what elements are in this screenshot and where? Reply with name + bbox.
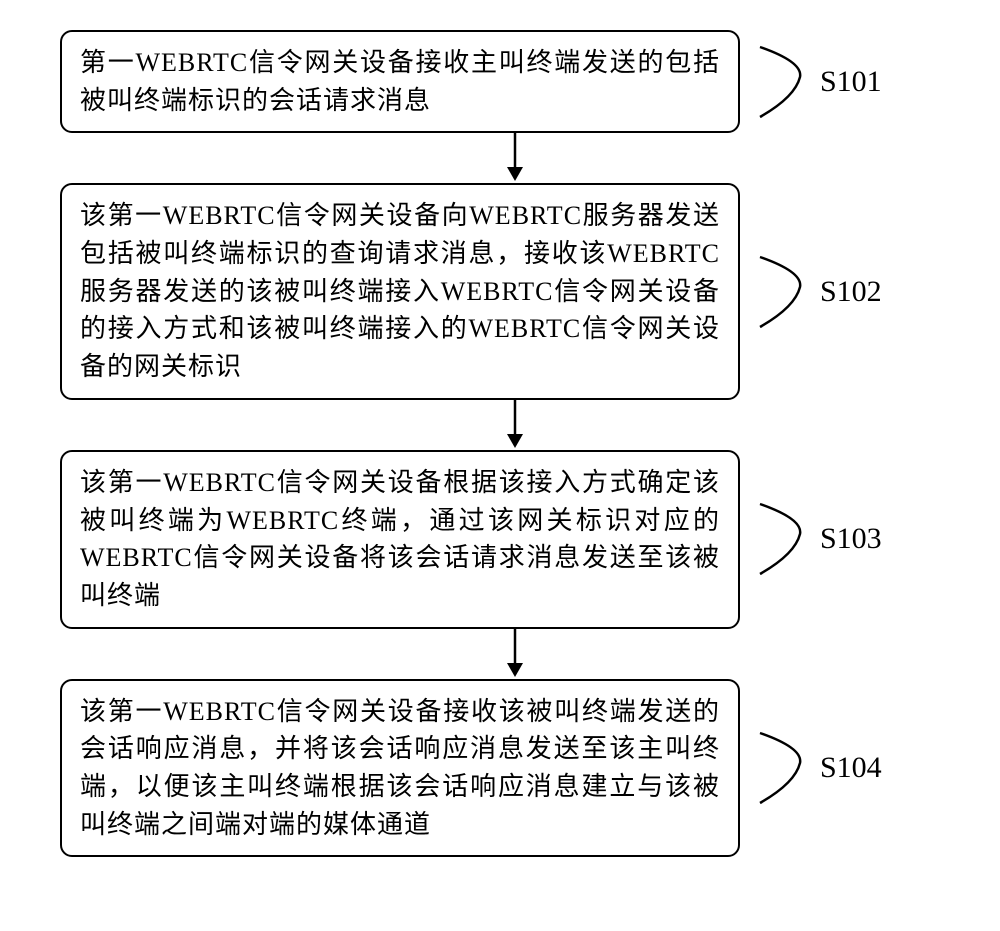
arc-icon bbox=[755, 42, 815, 122]
step-label-1: S101 bbox=[820, 65, 882, 99]
step-text-2: 该第一WEBRTC信令网关设备向WEBRTC服务器发送包括被叫终端标识的查询请求… bbox=[80, 201, 720, 381]
step-text-1: 第一WEBRTC信令网关设备接收主叫终端发送的包括被叫终端标识的会话请求消息 bbox=[80, 48, 720, 115]
label-area-2: S102 bbox=[755, 252, 882, 332]
flowchart-container: 第一WEBRTC信令网关设备接收主叫终端发送的包括被叫终端标识的会话请求消息 S… bbox=[30, 30, 970, 857]
step-box-2: 该第一WEBRTC信令网关设备向WEBRTC服务器发送包括被叫终端标识的查询请求… bbox=[60, 183, 740, 399]
label-area-4: S104 bbox=[755, 728, 882, 808]
step-text-4: 该第一WEBRTC信令网关设备接收该被叫终端发送的会话响应消息，并将该会话响应消… bbox=[80, 697, 720, 839]
arc-icon bbox=[755, 499, 815, 579]
step-row-2: 该第一WEBRTC信令网关设备向WEBRTC服务器发送包括被叫终端标识的查询请求… bbox=[30, 183, 970, 399]
arc-icon bbox=[755, 728, 815, 808]
down-arrow-icon bbox=[500, 133, 530, 183]
arrow-container-1 bbox=[175, 133, 855, 183]
arrow-container-3 bbox=[175, 629, 855, 679]
step-box-3: 该第一WEBRTC信令网关设备根据该接入方式确定该被叫终端为WEBRTC终端，通… bbox=[60, 450, 740, 629]
step-label-4: S104 bbox=[820, 751, 882, 785]
step-box-1: 第一WEBRTC信令网关设备接收主叫终端发送的包括被叫终端标识的会话请求消息 bbox=[60, 30, 740, 133]
arc-icon bbox=[755, 252, 815, 332]
arrow-container-2 bbox=[175, 400, 855, 450]
step-row-4: 该第一WEBRTC信令网关设备接收该被叫终端发送的会话响应消息，并将该会话响应消… bbox=[30, 679, 970, 858]
label-area-1: S101 bbox=[755, 42, 882, 122]
step-label-2: S102 bbox=[820, 275, 882, 309]
step-box-4: 该第一WEBRTC信令网关设备接收该被叫终端发送的会话响应消息，并将该会话响应消… bbox=[60, 679, 740, 858]
down-arrow-icon bbox=[500, 629, 530, 679]
step-row-1: 第一WEBRTC信令网关设备接收主叫终端发送的包括被叫终端标识的会话请求消息 S… bbox=[30, 30, 970, 133]
step-label-3: S103 bbox=[820, 522, 882, 556]
label-area-3: S103 bbox=[755, 499, 882, 579]
step-row-3: 该第一WEBRTC信令网关设备根据该接入方式确定该被叫终端为WEBRTC终端，通… bbox=[30, 450, 970, 629]
down-arrow-icon bbox=[500, 400, 530, 450]
step-text-3: 该第一WEBRTC信令网关设备根据该接入方式确定该被叫终端为WEBRTC终端，通… bbox=[80, 468, 720, 610]
